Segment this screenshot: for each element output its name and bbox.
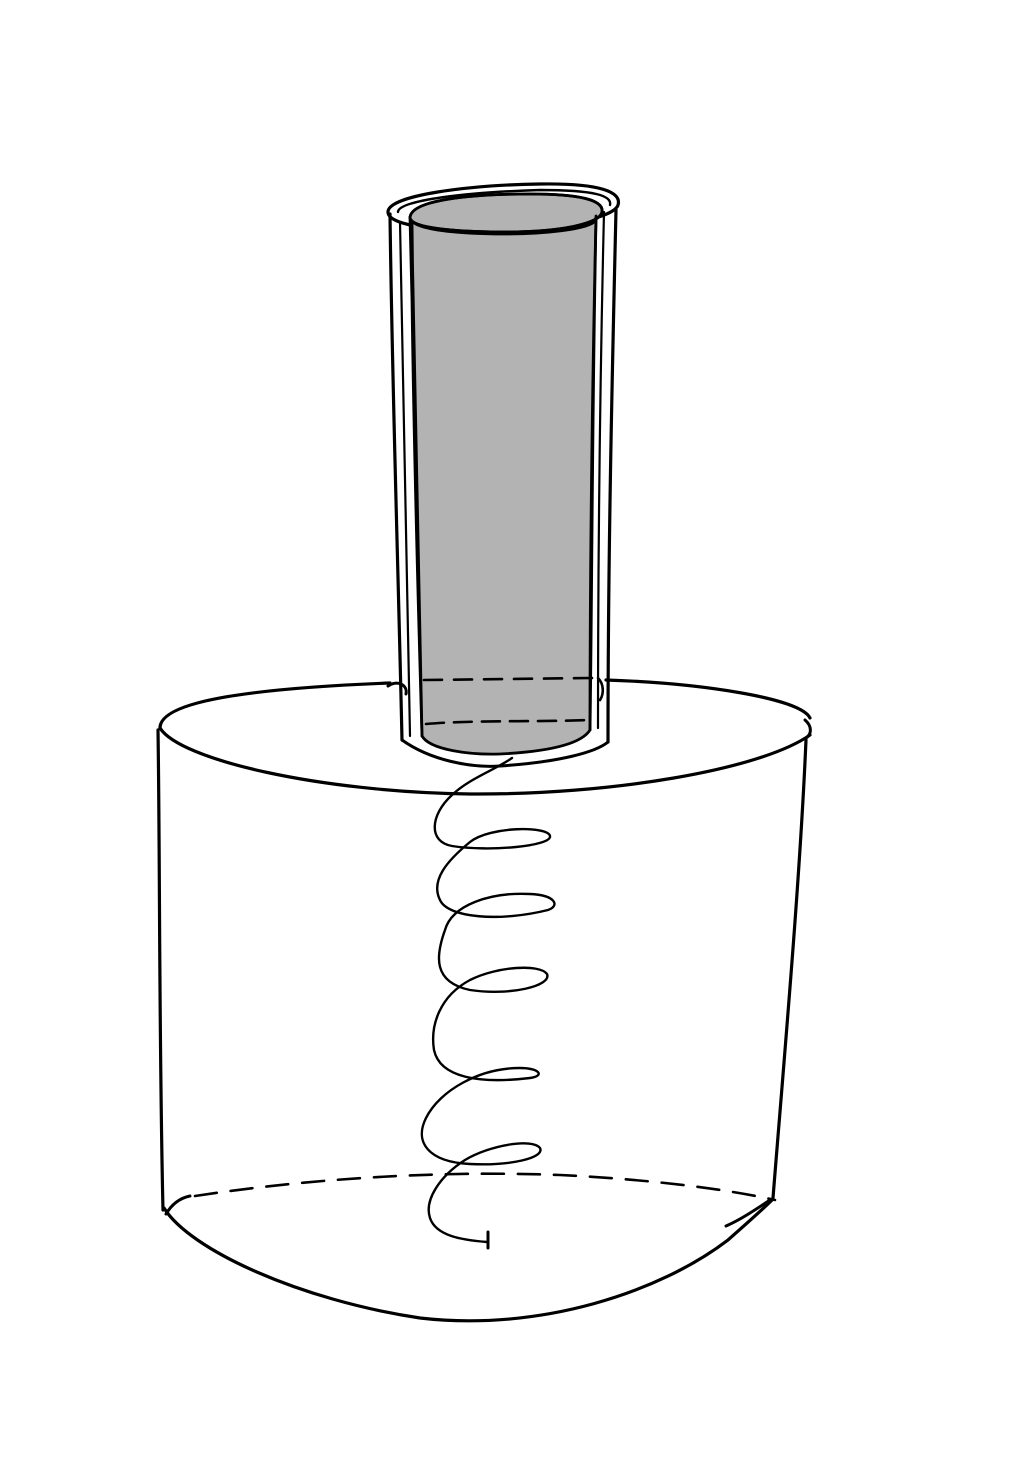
outer-tube-junction-right xyxy=(596,676,605,702)
outer-tube-rim-inner xyxy=(396,188,612,214)
outer-tube-bottom xyxy=(400,738,610,768)
inner-rod-right-edge xyxy=(588,214,598,732)
inner-rod-body xyxy=(408,192,604,756)
spring-coil xyxy=(420,756,556,1244)
container-top-front-arc xyxy=(158,726,812,796)
outer-tube-junction-curl xyxy=(386,681,408,696)
outer-tube-right-side-inner xyxy=(596,210,606,730)
container-bottom-back-arc-hidden xyxy=(193,1172,777,1202)
diagram xyxy=(156,182,812,1323)
inner-rod-hidden-line-lower xyxy=(424,718,592,726)
container-top-right-curl xyxy=(803,718,812,740)
container-top-back-arc xyxy=(158,681,392,730)
inner-rod-top xyxy=(408,192,604,234)
outer-tube-left-side-inner xyxy=(398,220,412,738)
container-bottom-right-tick xyxy=(724,1198,772,1228)
outer-tube xyxy=(386,182,620,768)
inner-rod-left-edge xyxy=(410,220,424,738)
container-top-back-arc-right xyxy=(604,678,812,720)
container-right-side xyxy=(771,738,808,1200)
outer-tube-left-side xyxy=(388,212,404,742)
inner-rod xyxy=(408,192,604,756)
container-left-side xyxy=(156,728,165,1212)
cylindrical-container xyxy=(156,678,812,1323)
container-bottom-left-tick xyxy=(164,1194,192,1216)
coil-spring xyxy=(420,756,556,1250)
outer-tube-right-side xyxy=(606,208,618,744)
container-bottom-front-arc xyxy=(162,1198,774,1323)
